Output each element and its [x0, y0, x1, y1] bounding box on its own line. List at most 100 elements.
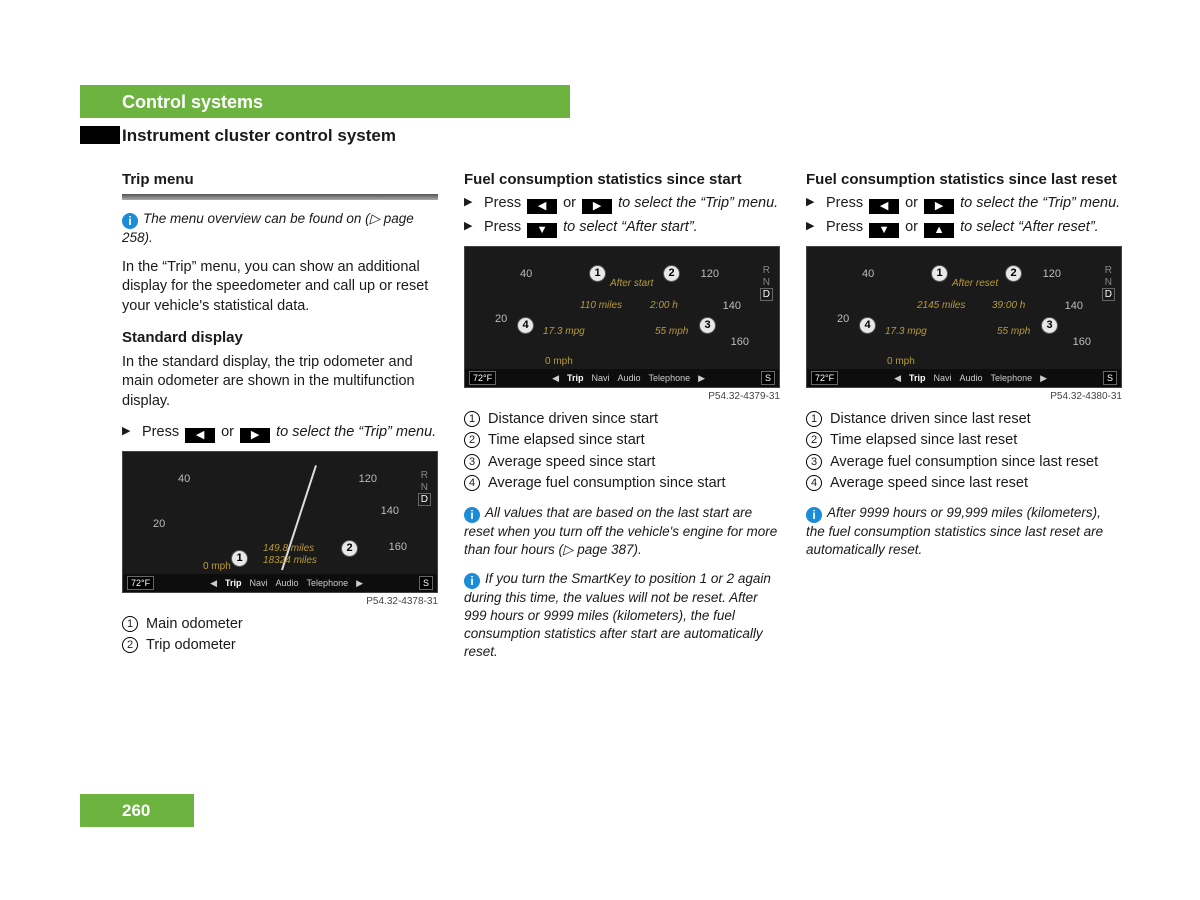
- t: Press: [142, 424, 183, 440]
- t: Press: [826, 195, 867, 211]
- tick: 20: [153, 517, 165, 532]
- tick: 160: [389, 540, 407, 555]
- tab-navi: Navi: [250, 577, 268, 589]
- down-key-icon: ▼: [527, 223, 557, 238]
- chapter-band: Control systems: [80, 85, 570, 118]
- t: Distance driven since last reset: [830, 411, 1031, 427]
- avg-speed: 55 mph: [997, 325, 1030, 339]
- mpg: 17.3 mpg: [543, 325, 585, 339]
- t: or: [559, 195, 580, 211]
- tick: 40: [178, 472, 190, 487]
- standard-display-body: In the standard display, the trip odomet…: [122, 353, 438, 412]
- step-after-reset: Press ▼ or ▲ to select “After reset”.: [806, 218, 1122, 238]
- t: or: [217, 424, 238, 440]
- tri: ▶: [356, 577, 363, 589]
- legend-item: 3Average fuel consumption since last res…: [806, 453, 1122, 473]
- steps-list: Press ◀ or ▶ to select the “Trip” menu. …: [464, 194, 780, 238]
- tab-trip: Trip: [567, 372, 584, 384]
- legend-item: 4Average speed since last reset: [806, 474, 1122, 494]
- legend-item: 1Distance driven since last reset: [806, 410, 1122, 430]
- tick: 120: [701, 267, 719, 282]
- cluster-bottom-bar: 72°F ◀ Trip Navi Audio Telephone ▶ S: [465, 369, 779, 387]
- t: Average speed since last reset: [830, 475, 1028, 491]
- time: 39:00 h: [992, 299, 1025, 313]
- menu-tabs: ◀ Trip Navi Audio Telephone ▶: [552, 372, 705, 384]
- callout-1-icon: 1: [931, 265, 948, 282]
- menu-tabs: ◀ Trip Navi Audio Telephone ▶: [894, 372, 1047, 384]
- t: Time elapsed since start: [488, 432, 645, 448]
- mpg: 17.3 mpg: [885, 325, 927, 339]
- tab-telephone: Telephone: [991, 372, 1033, 384]
- t: to select “After reset”.: [956, 219, 1099, 235]
- right-key-icon: ▶: [924, 199, 954, 214]
- heading-rule: [122, 194, 438, 200]
- reset-note-2: iIf you turn the SmartKey to position 1 …: [464, 570, 780, 662]
- tri: ◀: [894, 372, 901, 384]
- column-1: Trip menu iThe menu overview can be foun…: [122, 170, 438, 672]
- right-key-icon: ▶: [582, 199, 612, 214]
- legend-item: 2Trip odometer: [122, 636, 438, 656]
- trip-intro: In the “Trip” menu, you can show an addi…: [122, 258, 438, 317]
- trip-menu-heading: Trip menu: [122, 170, 438, 190]
- speed-zero: 0 mph: [203, 560, 231, 574]
- since-start-heading: Fuel consumption statistics since start: [464, 170, 780, 190]
- reset-note-1: iAll values that are based on the last s…: [464, 504, 780, 560]
- callout-2-icon: 2: [663, 265, 680, 282]
- callout-4-icon: 4: [859, 317, 876, 334]
- right-key-icon: ▶: [240, 428, 270, 443]
- t: Average fuel consumption since start: [488, 475, 726, 491]
- tab-telephone: Telephone: [649, 372, 691, 384]
- fig-ref: P54.32-4380-31: [806, 390, 1122, 404]
- t: Trip odometer: [146, 637, 236, 653]
- tab-audio: Audio: [276, 577, 299, 589]
- gear-box: S: [419, 576, 433, 590]
- tick: 140: [1065, 299, 1083, 314]
- temp-readout: 72°F: [469, 371, 496, 385]
- content-columns: Trip menu iThe menu overview can be foun…: [122, 170, 1122, 672]
- column-2: Fuel consumption statistics since start …: [464, 170, 780, 672]
- t: Press: [484, 219, 525, 235]
- tick: 140: [723, 299, 741, 314]
- auto-reset-note: iAfter 9999 hours or 99,999 miles (kilom…: [806, 504, 1122, 560]
- t: to select “After start”.: [559, 219, 698, 235]
- legend-item: 2Time elapsed since last reset: [806, 431, 1122, 451]
- tab-telephone: Telephone: [307, 577, 349, 589]
- temp-readout: 72°F: [127, 576, 154, 590]
- left-key-icon: ◀: [527, 199, 557, 214]
- t: or: [901, 219, 922, 235]
- tab-trip: Trip: [225, 577, 242, 589]
- t: If you turn the SmartKey to position 1 o…: [464, 571, 771, 660]
- gauge-ring: [814, 387, 1114, 388]
- t: or: [901, 195, 922, 211]
- figure-after-reset: 20 40 120 140 160 After reset 2145 miles…: [806, 246, 1122, 388]
- info-icon: i: [806, 507, 822, 523]
- tick: 140: [381, 504, 399, 519]
- overview-note: iThe menu overview can be found on (▷ pa…: [122, 210, 438, 247]
- column-3: Fuel consumption statistics since last r…: [806, 170, 1122, 672]
- t: Average fuel consumption since last rese…: [830, 454, 1098, 470]
- tri: ▶: [1040, 372, 1047, 384]
- down-key-icon: ▼: [869, 223, 899, 238]
- steps-list: Press ◀ or ▶ to select the “Trip” menu.: [122, 423, 438, 443]
- tick: 40: [862, 267, 874, 282]
- tick: 20: [837, 312, 849, 327]
- gear-box: S: [761, 371, 775, 385]
- figure-standard-display: 20 40 120 140 160 149.8 miles 18324 mile…: [122, 451, 438, 593]
- fig-ref: P54.32-4379-31: [464, 390, 780, 404]
- odo-reading: 18324 miles: [263, 554, 317, 568]
- callout-1-icon: 1: [589, 265, 606, 282]
- since-reset-heading: Fuel consumption statistics since last r…: [806, 170, 1122, 190]
- t: Main odometer: [146, 616, 243, 632]
- gear-indicator: RND: [760, 265, 773, 301]
- steps-list: Press ◀ or ▶ to select the “Trip” menu. …: [806, 194, 1122, 238]
- label-after-reset: After reset: [952, 277, 998, 291]
- section-heading: Instrument cluster control system: [122, 126, 396, 146]
- tab-audio: Audio: [618, 372, 641, 384]
- legend-item: 3Average speed since start: [464, 453, 780, 473]
- tick: 40: [520, 267, 532, 282]
- standard-display-heading: Standard display: [122, 328, 438, 348]
- step-press-trip: Press ◀ or ▶ to select the “Trip” menu.: [464, 194, 780, 214]
- info-icon: i: [464, 507, 480, 523]
- avg-speed: 55 mph: [655, 325, 688, 339]
- speed-zero: 0 mph: [887, 355, 915, 369]
